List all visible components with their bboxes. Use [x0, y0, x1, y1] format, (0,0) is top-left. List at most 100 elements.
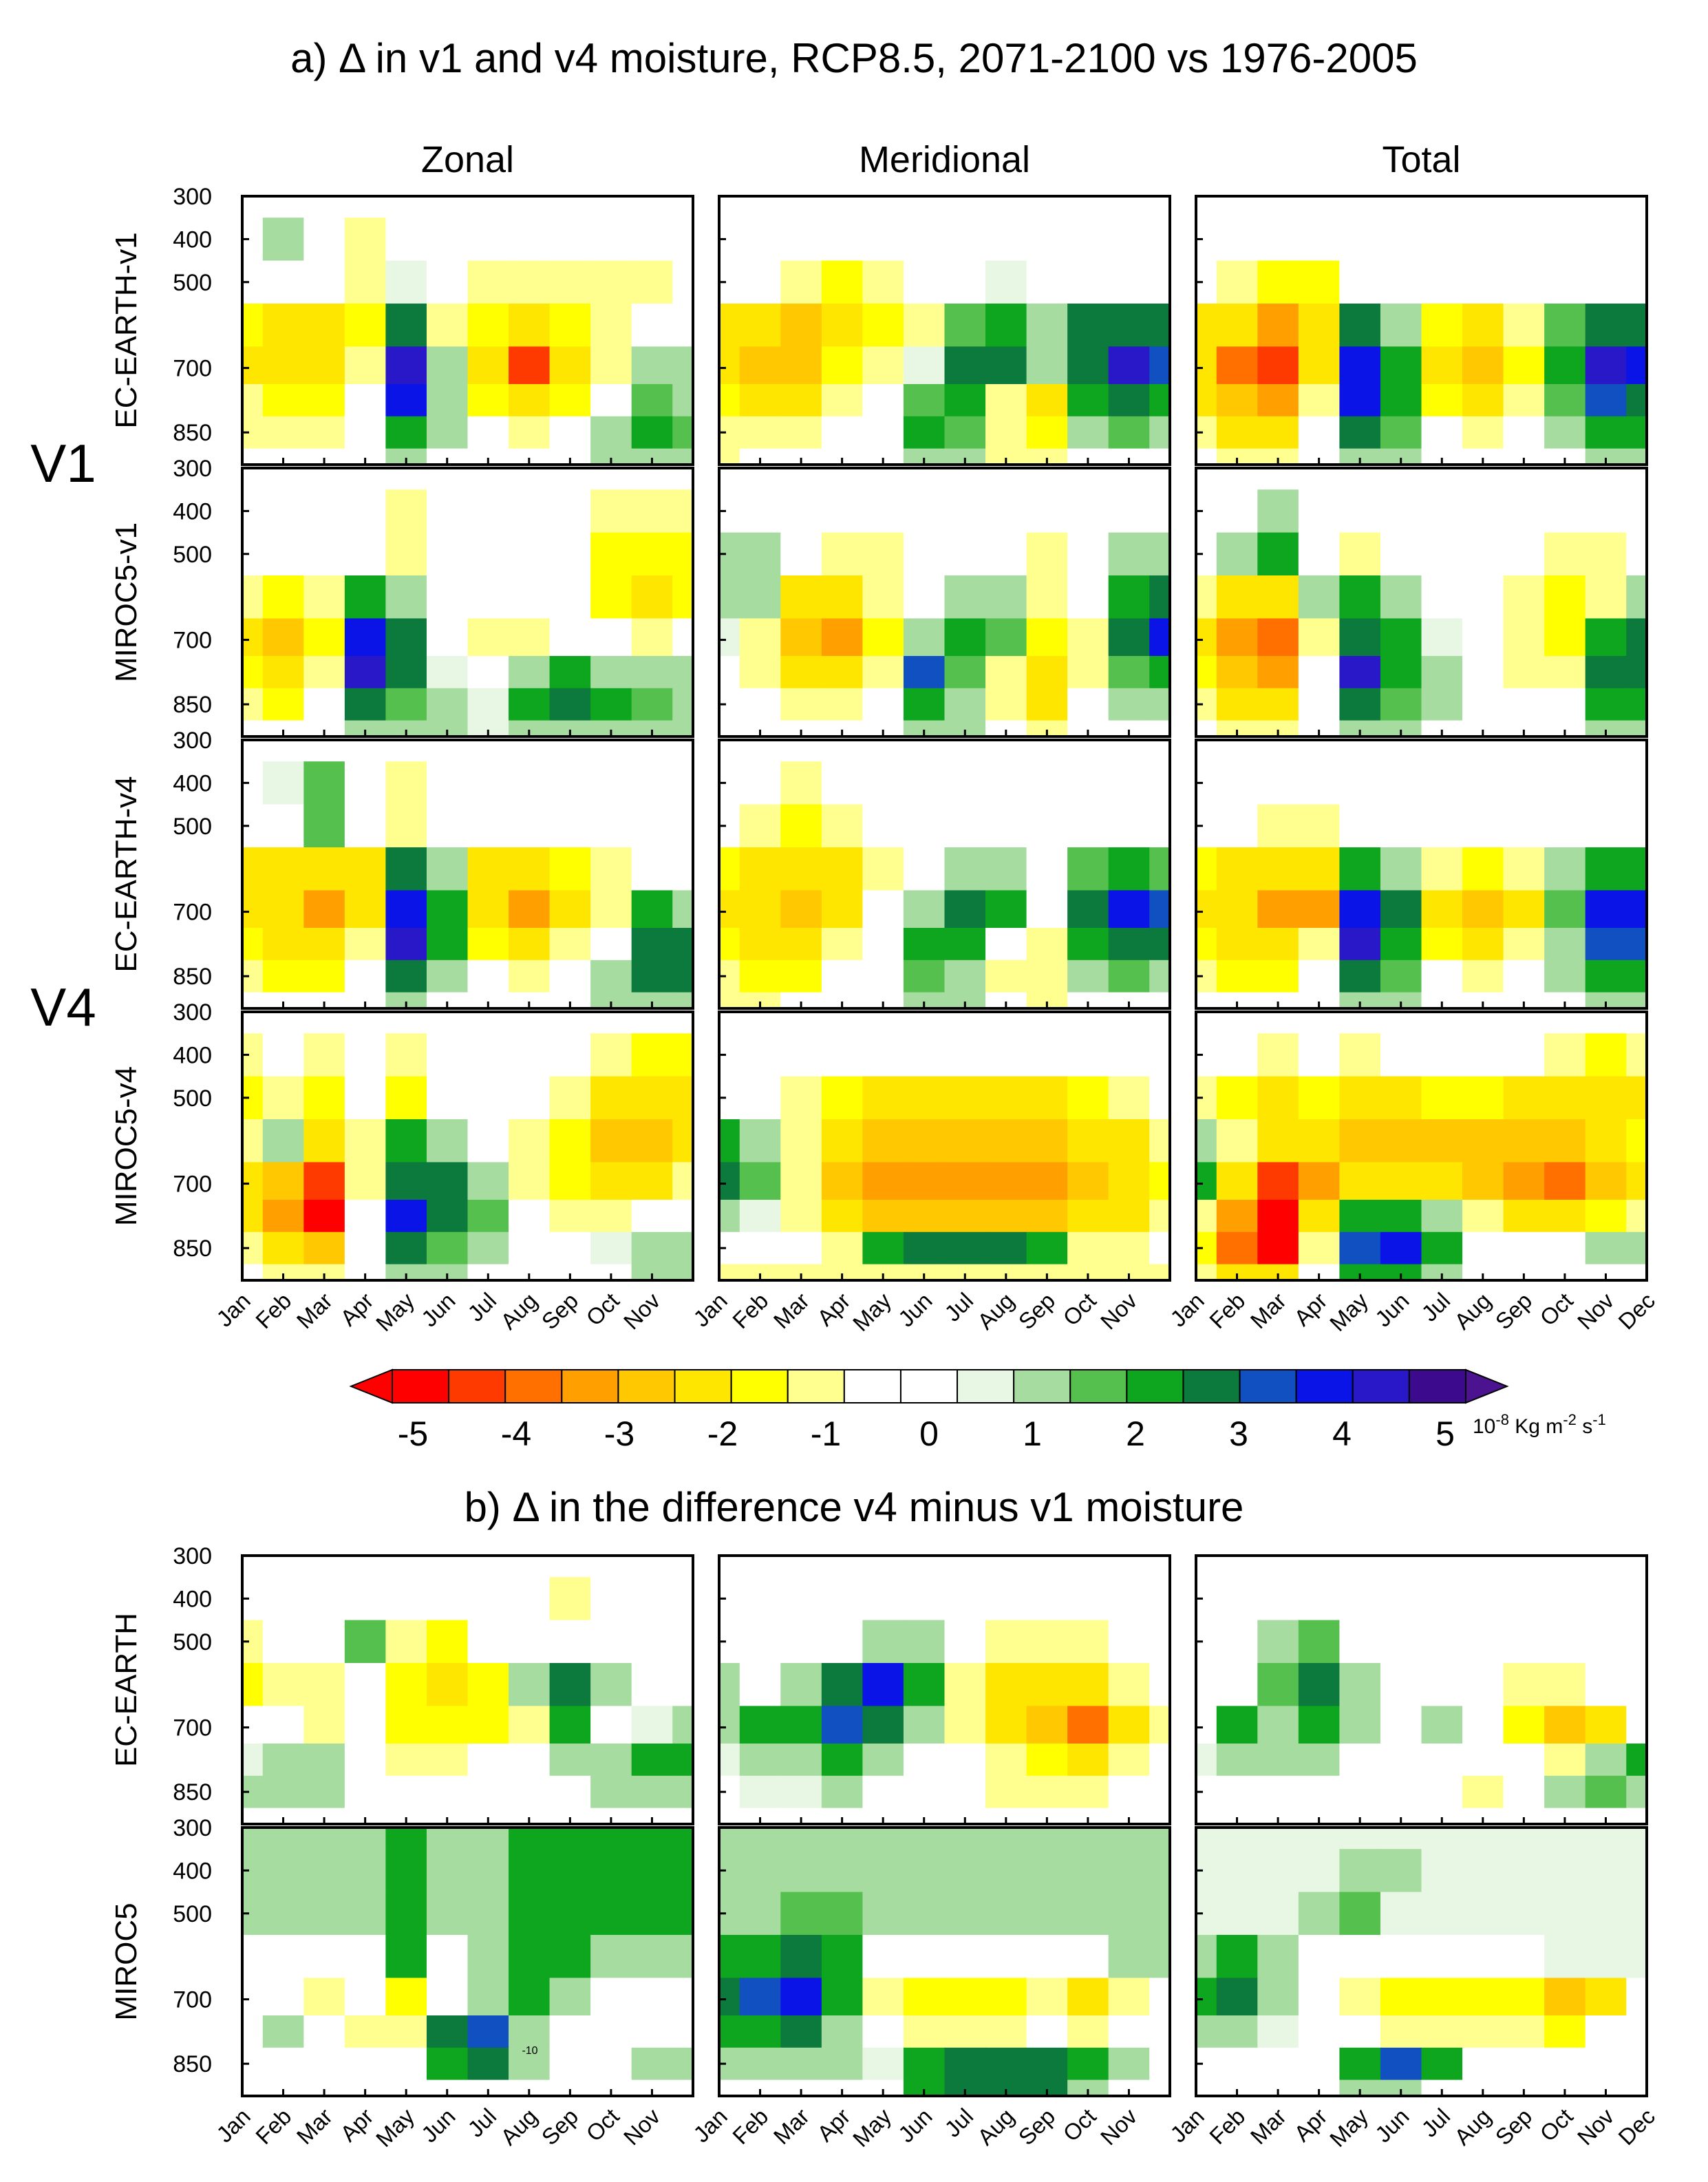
heatmap-cell	[385, 1849, 427, 1893]
heatmap-cell	[1108, 304, 1150, 347]
heatmap-cell	[1585, 992, 1627, 1008]
heatmap-cell	[549, 575, 591, 619]
heatmap-cell	[1067, 761, 1109, 805]
heatmap-cell	[303, 196, 345, 218]
x-tick-label: Aug	[972, 2104, 1019, 2150]
heatmap-cell	[944, 688, 986, 721]
heatmap-cell	[1298, 656, 1341, 689]
heatmap-cell	[1196, 1663, 1217, 1706]
x-tick-label: Nov	[1572, 1287, 1619, 1334]
heatmap-cell	[467, 1264, 509, 1280]
heatmap-cell	[672, 1577, 693, 1621]
heatmap-cell	[549, 890, 591, 929]
heatmap-cell	[1257, 890, 1299, 929]
colorbar-swatch	[1182, 1369, 1241, 1404]
heatmap-cell	[1149, 2047, 1170, 2081]
heatmap-cell	[780, 992, 822, 1008]
x-tick-label: Jul	[462, 1288, 501, 1326]
heatmap-cell	[1462, 575, 1504, 619]
heatmap-cell	[1067, 1119, 1109, 1163]
heatmap-cell	[1067, 448, 1109, 465]
heatmap-cell	[1026, 416, 1068, 449]
heatmap-cell	[985, 1119, 1027, 1163]
heatmap-cell	[739, 1892, 781, 1936]
heatmap-cell	[944, 1264, 986, 1280]
heatmap-cell	[739, 346, 781, 385]
heatmap-cell	[1298, 260, 1341, 304]
heatmap-cell	[1257, 448, 1299, 465]
heatmap-cell	[1503, 1119, 1545, 1163]
heatmap-cell	[903, 1620, 946, 1664]
heatmap-cell	[672, 448, 693, 465]
heatmap-cell	[739, 1264, 781, 1280]
heatmap-cell	[719, 2079, 740, 2096]
heatmap-cell	[672, 468, 693, 490]
heatmap-cell	[426, 1706, 469, 1744]
heatmap-cell	[862, 720, 904, 737]
heatmap-cell	[719, 1119, 740, 1163]
heatmap-cell	[1216, 1033, 1258, 1077]
heatmap-cell	[242, 304, 264, 347]
heatmap-cell	[262, 1556, 304, 1578]
heatmap-cell	[467, 532, 509, 576]
heatmap-cell	[344, 1033, 387, 1077]
heatmap-cell	[1421, 688, 1463, 721]
x-tick-label: Jan	[211, 1288, 255, 1332]
heatmap-cell	[344, 468, 387, 490]
heatmap-cell	[862, 740, 904, 762]
heatmap-cell	[303, 1892, 345, 1936]
heatmap-cell	[944, 489, 986, 533]
heatmap-cell	[590, 468, 632, 490]
heatmap-cell	[590, 890, 632, 929]
x-tick-label: Jul	[1416, 2104, 1455, 2142]
heatmap-cell	[1626, 1808, 1647, 1824]
heatmap-cell	[944, 1828, 986, 1850]
heatmap-cell	[1298, 2015, 1341, 2048]
heatmap-cell	[385, 1808, 427, 1824]
heatmap-cell	[344, 847, 387, 891]
heatmap-cell	[739, 688, 781, 721]
heatmap-cell	[903, 304, 946, 347]
heatmap-cell	[1585, 1556, 1627, 1578]
heatmap-cell	[344, 2047, 387, 2081]
heatmap-cell	[1216, 1849, 1258, 1893]
heatmap-cell	[672, 1892, 693, 1936]
heatmap-cell	[590, 1577, 632, 1621]
heatmap-cell	[1380, 1663, 1422, 1706]
heatmap-cell	[672, 1663, 693, 1706]
heatmap-cell	[903, 1200, 946, 1233]
heatmap-cell	[1339, 1577, 1381, 1621]
heatmap-cell	[426, 468, 469, 490]
heatmap-cell	[739, 1119, 781, 1163]
heatmap-cell	[509, 688, 551, 721]
heatmap-cell	[344, 2079, 387, 2096]
heatmap-cell	[780, 1828, 822, 1850]
heatmap-cell	[944, 761, 986, 805]
heatmap-cell	[590, 346, 632, 385]
heatmap-cell	[944, 1200, 986, 1233]
heatmap-cell	[672, 1775, 693, 1809]
heatmap-cell	[385, 1231, 427, 1265]
heatmap-cell	[509, 1849, 551, 1893]
heatmap-cell	[1257, 468, 1299, 490]
heatmap-cell	[1421, 304, 1463, 347]
heatmap-cell	[1149, 890, 1170, 929]
heatmap-cell	[590, 1892, 632, 1936]
heatmap-cell	[1503, 346, 1545, 385]
heatmap-cell	[242, 928, 264, 961]
heatmap-cell	[344, 890, 387, 929]
heatmap-cell	[590, 196, 632, 218]
x-tick-label: Apr	[335, 1288, 378, 1331]
heatmap-cell	[1544, 992, 1586, 1008]
x-tick-label: May	[1325, 2103, 1374, 2152]
heatmap-cell	[1196, 1808, 1217, 1824]
heatmap-cell	[467, 260, 509, 304]
heatmap-cell	[1503, 1935, 1545, 1978]
x-tick-label: Jun	[1370, 1288, 1414, 1332]
heatmap-cell	[672, 384, 693, 417]
heatmap-cell	[821, 1706, 864, 1744]
x-tick-label: Aug	[495, 2104, 542, 2150]
heatmap-cell	[467, 448, 509, 465]
heatmap-cell	[1380, 384, 1422, 417]
